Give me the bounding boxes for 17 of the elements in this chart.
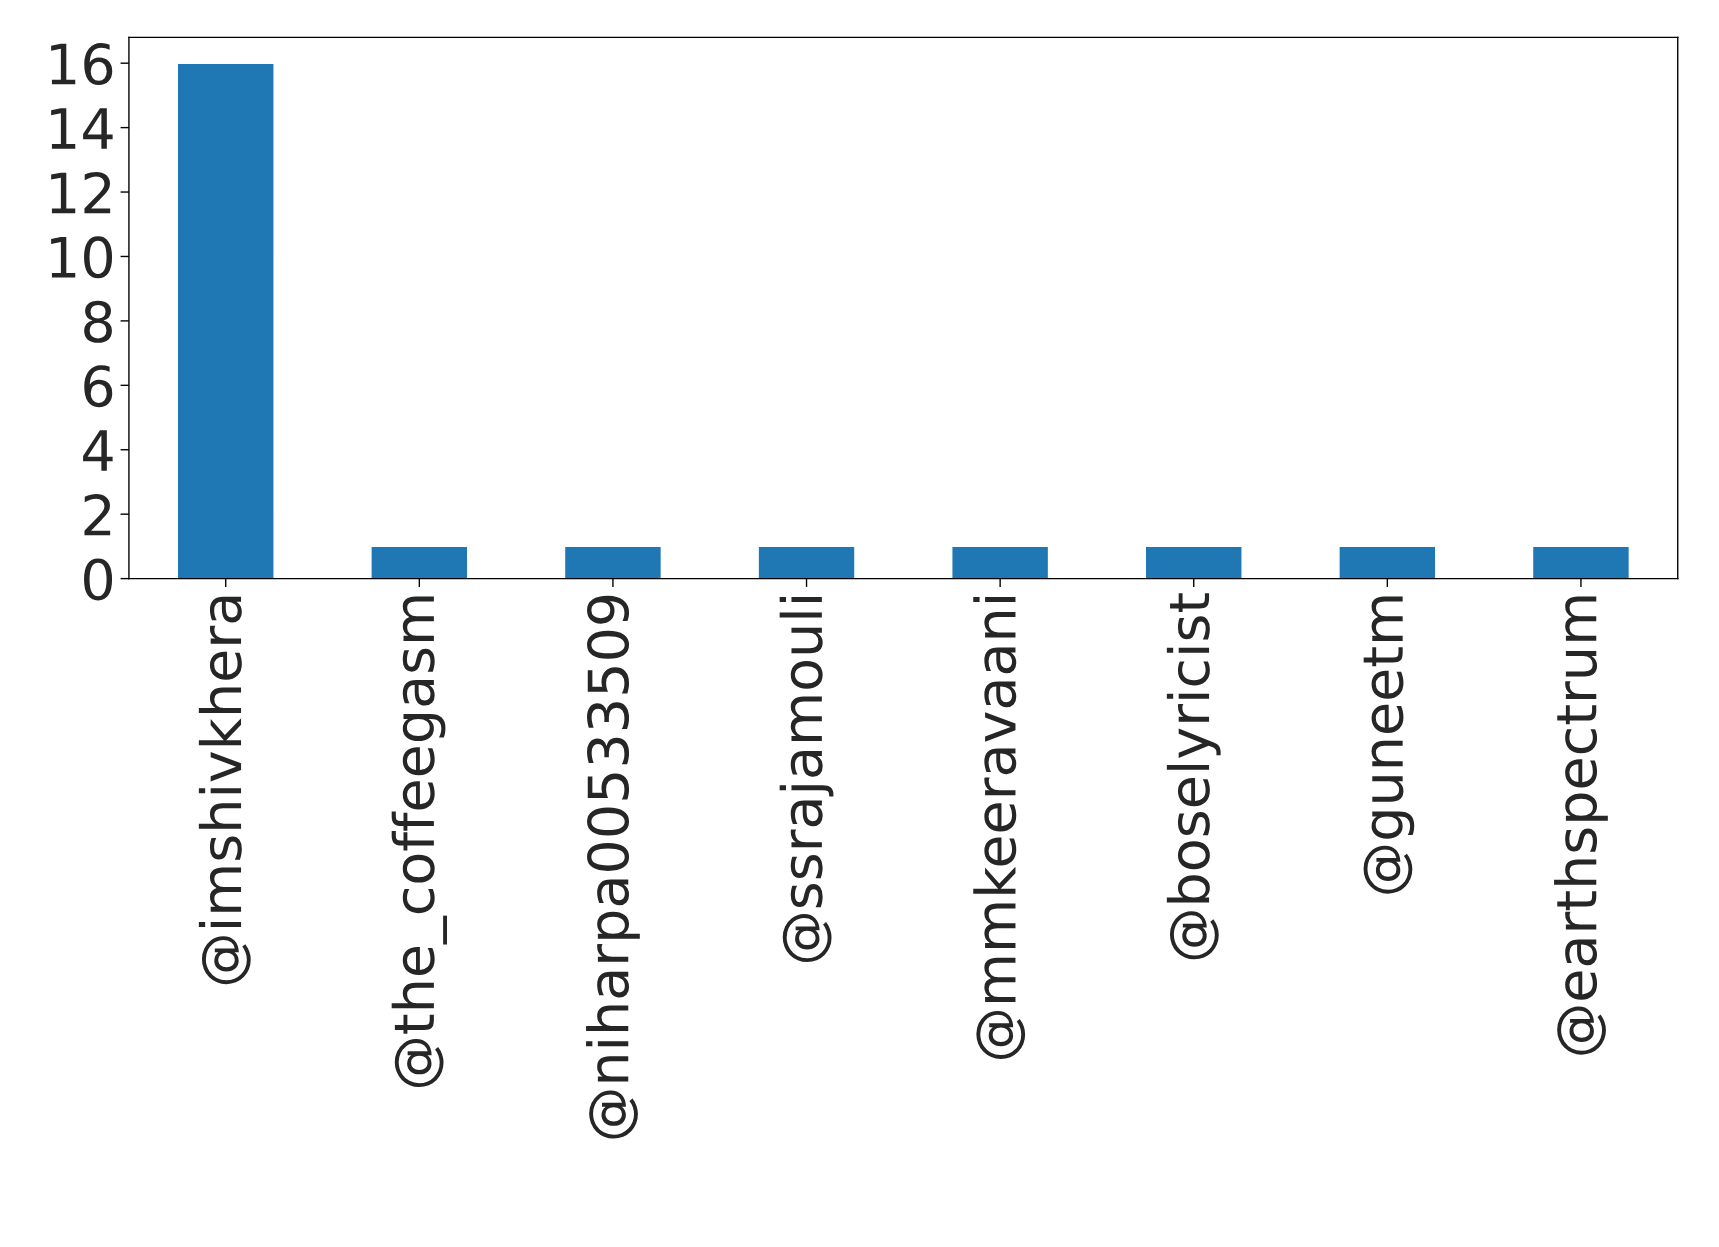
y-tick-label: 14 [51, 108, 113, 149]
y-tick-label: 4 [83, 430, 113, 471]
x-tick-label: @boselyricist [1166, 593, 1221, 960]
y-tick-label: 10 [51, 236, 113, 279]
x-tick-label: @guneetm [1363, 596, 1415, 894]
y-tick-label: 2 [84, 494, 111, 536]
y-tick-label: 8 [84, 300, 112, 343]
x-tick-label: @earthspectrum [1554, 596, 1608, 1055]
y-tick-label: 0 [84, 558, 113, 601]
y-tick-label: 6 [84, 365, 113, 408]
y-tick-label: 16 [51, 43, 113, 86]
x-tick-label: @the_coffeegasm [391, 596, 447, 1088]
x-tick-label: @ssrajamouli [779, 597, 834, 963]
y-tick-label: 12 [51, 171, 111, 214]
x-tick-label: @mmkeeravaani [973, 597, 1026, 1059]
x-tick-label: @imshivkhera [198, 596, 251, 985]
x-tick-label: @niharpa00533509 [586, 595, 640, 1139]
